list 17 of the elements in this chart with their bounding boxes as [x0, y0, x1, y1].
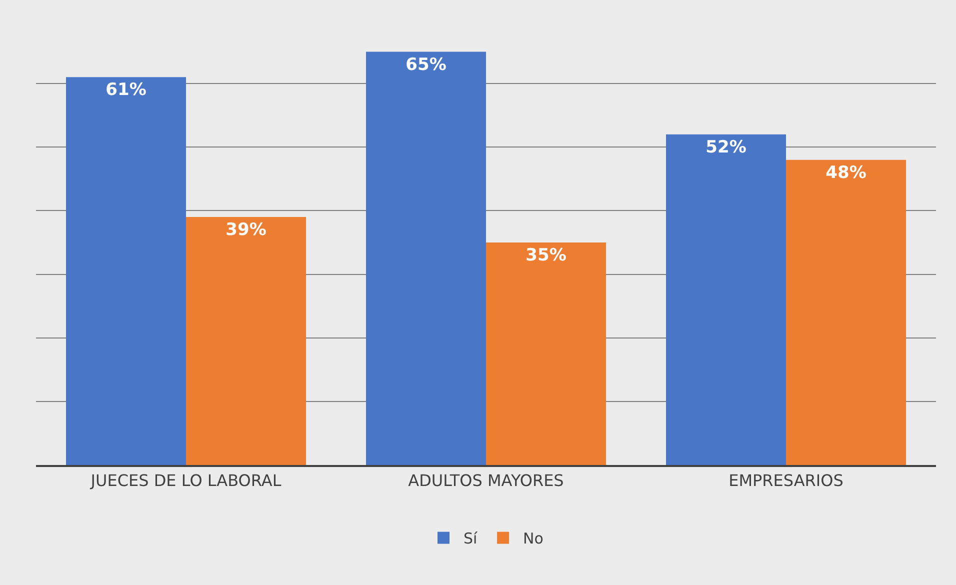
data-label: 52% [706, 137, 746, 158]
bar [366, 52, 486, 465]
bar [786, 160, 906, 465]
data-label: 48% [826, 162, 866, 183]
bar [186, 217, 306, 465]
bar [666, 134, 786, 465]
bar [66, 77, 186, 465]
x-tick-label: ADULTOS MAYORES [408, 471, 564, 490]
legend-label: No [523, 530, 544, 548]
data-label: 39% [226, 220, 266, 240]
x-tick-label: EMPRESARIOS [728, 471, 844, 490]
data-label: 65% [406, 54, 446, 75]
data-label: 61% [106, 80, 146, 100]
legend-label: Sí [464, 530, 478, 548]
x-tick-label: JUECES DE LO LABORAL [90, 471, 282, 490]
data-label: 35% [526, 245, 566, 266]
bar [486, 242, 606, 465]
